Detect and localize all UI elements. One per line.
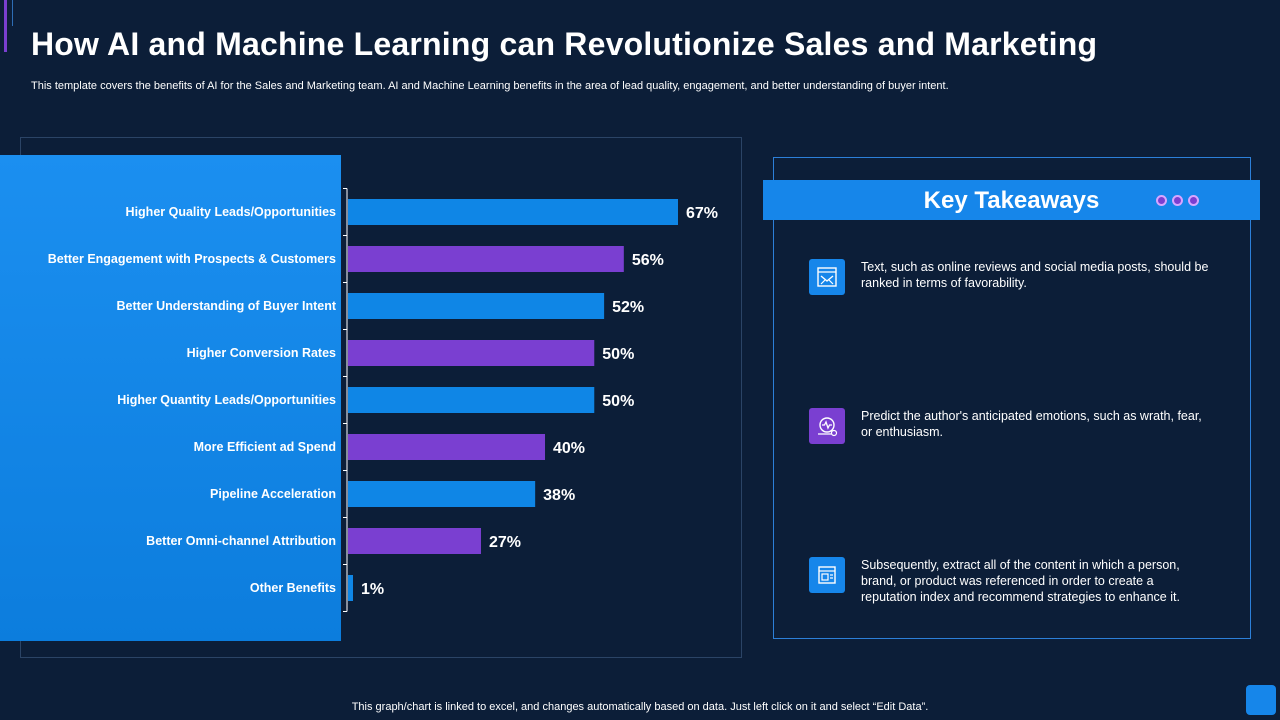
category-label-panel	[0, 155, 341, 641]
category-label: Other Benefits	[250, 581, 336, 595]
data-label: 40%	[553, 440, 585, 457]
data-label: 38%	[543, 487, 575, 504]
key-takeaways-panel	[773, 157, 1251, 639]
category-label: Better Omni-channel Attribution	[146, 534, 336, 548]
envelope-document-icon	[809, 259, 845, 295]
category-label: Better Understanding of Buyer Intent	[117, 299, 337, 313]
category-label: Better Engagement with Prospects & Custo…	[48, 252, 336, 266]
bar[interactable]	[348, 387, 595, 413]
bar[interactable]	[348, 340, 595, 366]
takeaway-text: Predict the author's anticipated emotion…	[861, 409, 1202, 439]
corner-badge	[1246, 685, 1276, 715]
data-label: 52%	[612, 299, 644, 316]
category-label: Higher Quality Leads/Opportunities	[126, 205, 336, 219]
data-label: 50%	[602, 346, 634, 363]
page-subtitle: This template covers the benefits of AI …	[31, 80, 949, 92]
accent-line	[4, 0, 7, 52]
key-takeaways-title: Key Takeaways	[923, 187, 1100, 214]
emotion-analysis-icon	[809, 408, 845, 444]
data-label: 67%	[686, 205, 718, 222]
dot-icon	[1172, 195, 1183, 206]
category-label: Higher Conversion Rates	[187, 346, 336, 360]
key-takeaways-header: Key Takeaways	[763, 180, 1260, 220]
category-label: Pipeline Acceleration	[210, 487, 336, 501]
takeaway-text: Subsequently, extract all of the content…	[861, 558, 1180, 604]
category-label: Higher Quantity Leads/Opportunities	[117, 393, 336, 407]
bar[interactable]	[348, 481, 536, 507]
takeaway-text: Text, such as online reviews and social …	[861, 260, 1209, 290]
bar[interactable]	[348, 246, 624, 272]
data-label: 1%	[361, 581, 384, 598]
bar[interactable]	[348, 293, 605, 319]
bar[interactable]	[348, 528, 481, 554]
bar-chart[interactable]: Higher Quality Leads/Opportunities 67% Bet…	[0, 0, 760, 680]
data-label: 56%	[632, 252, 664, 269]
category-label: More Efficient ad Spend	[194, 440, 336, 454]
data-label: 27%	[489, 534, 521, 551]
footer-note: This graph/chart is linked to excel, and…	[351, 701, 929, 713]
page-title: How AI and Machine Learning can Revoluti…	[31, 26, 1098, 62]
bar[interactable]	[348, 434, 546, 460]
bar[interactable]	[348, 575, 353, 601]
dot-icon	[1156, 195, 1167, 206]
document-extract-icon	[809, 557, 845, 593]
dot-icon	[1188, 195, 1199, 206]
bar[interactable]	[348, 199, 678, 225]
decorative-dots	[1156, 195, 1204, 213]
accent-line-secondary	[12, 0, 13, 26]
data-label: 50%	[602, 393, 634, 410]
